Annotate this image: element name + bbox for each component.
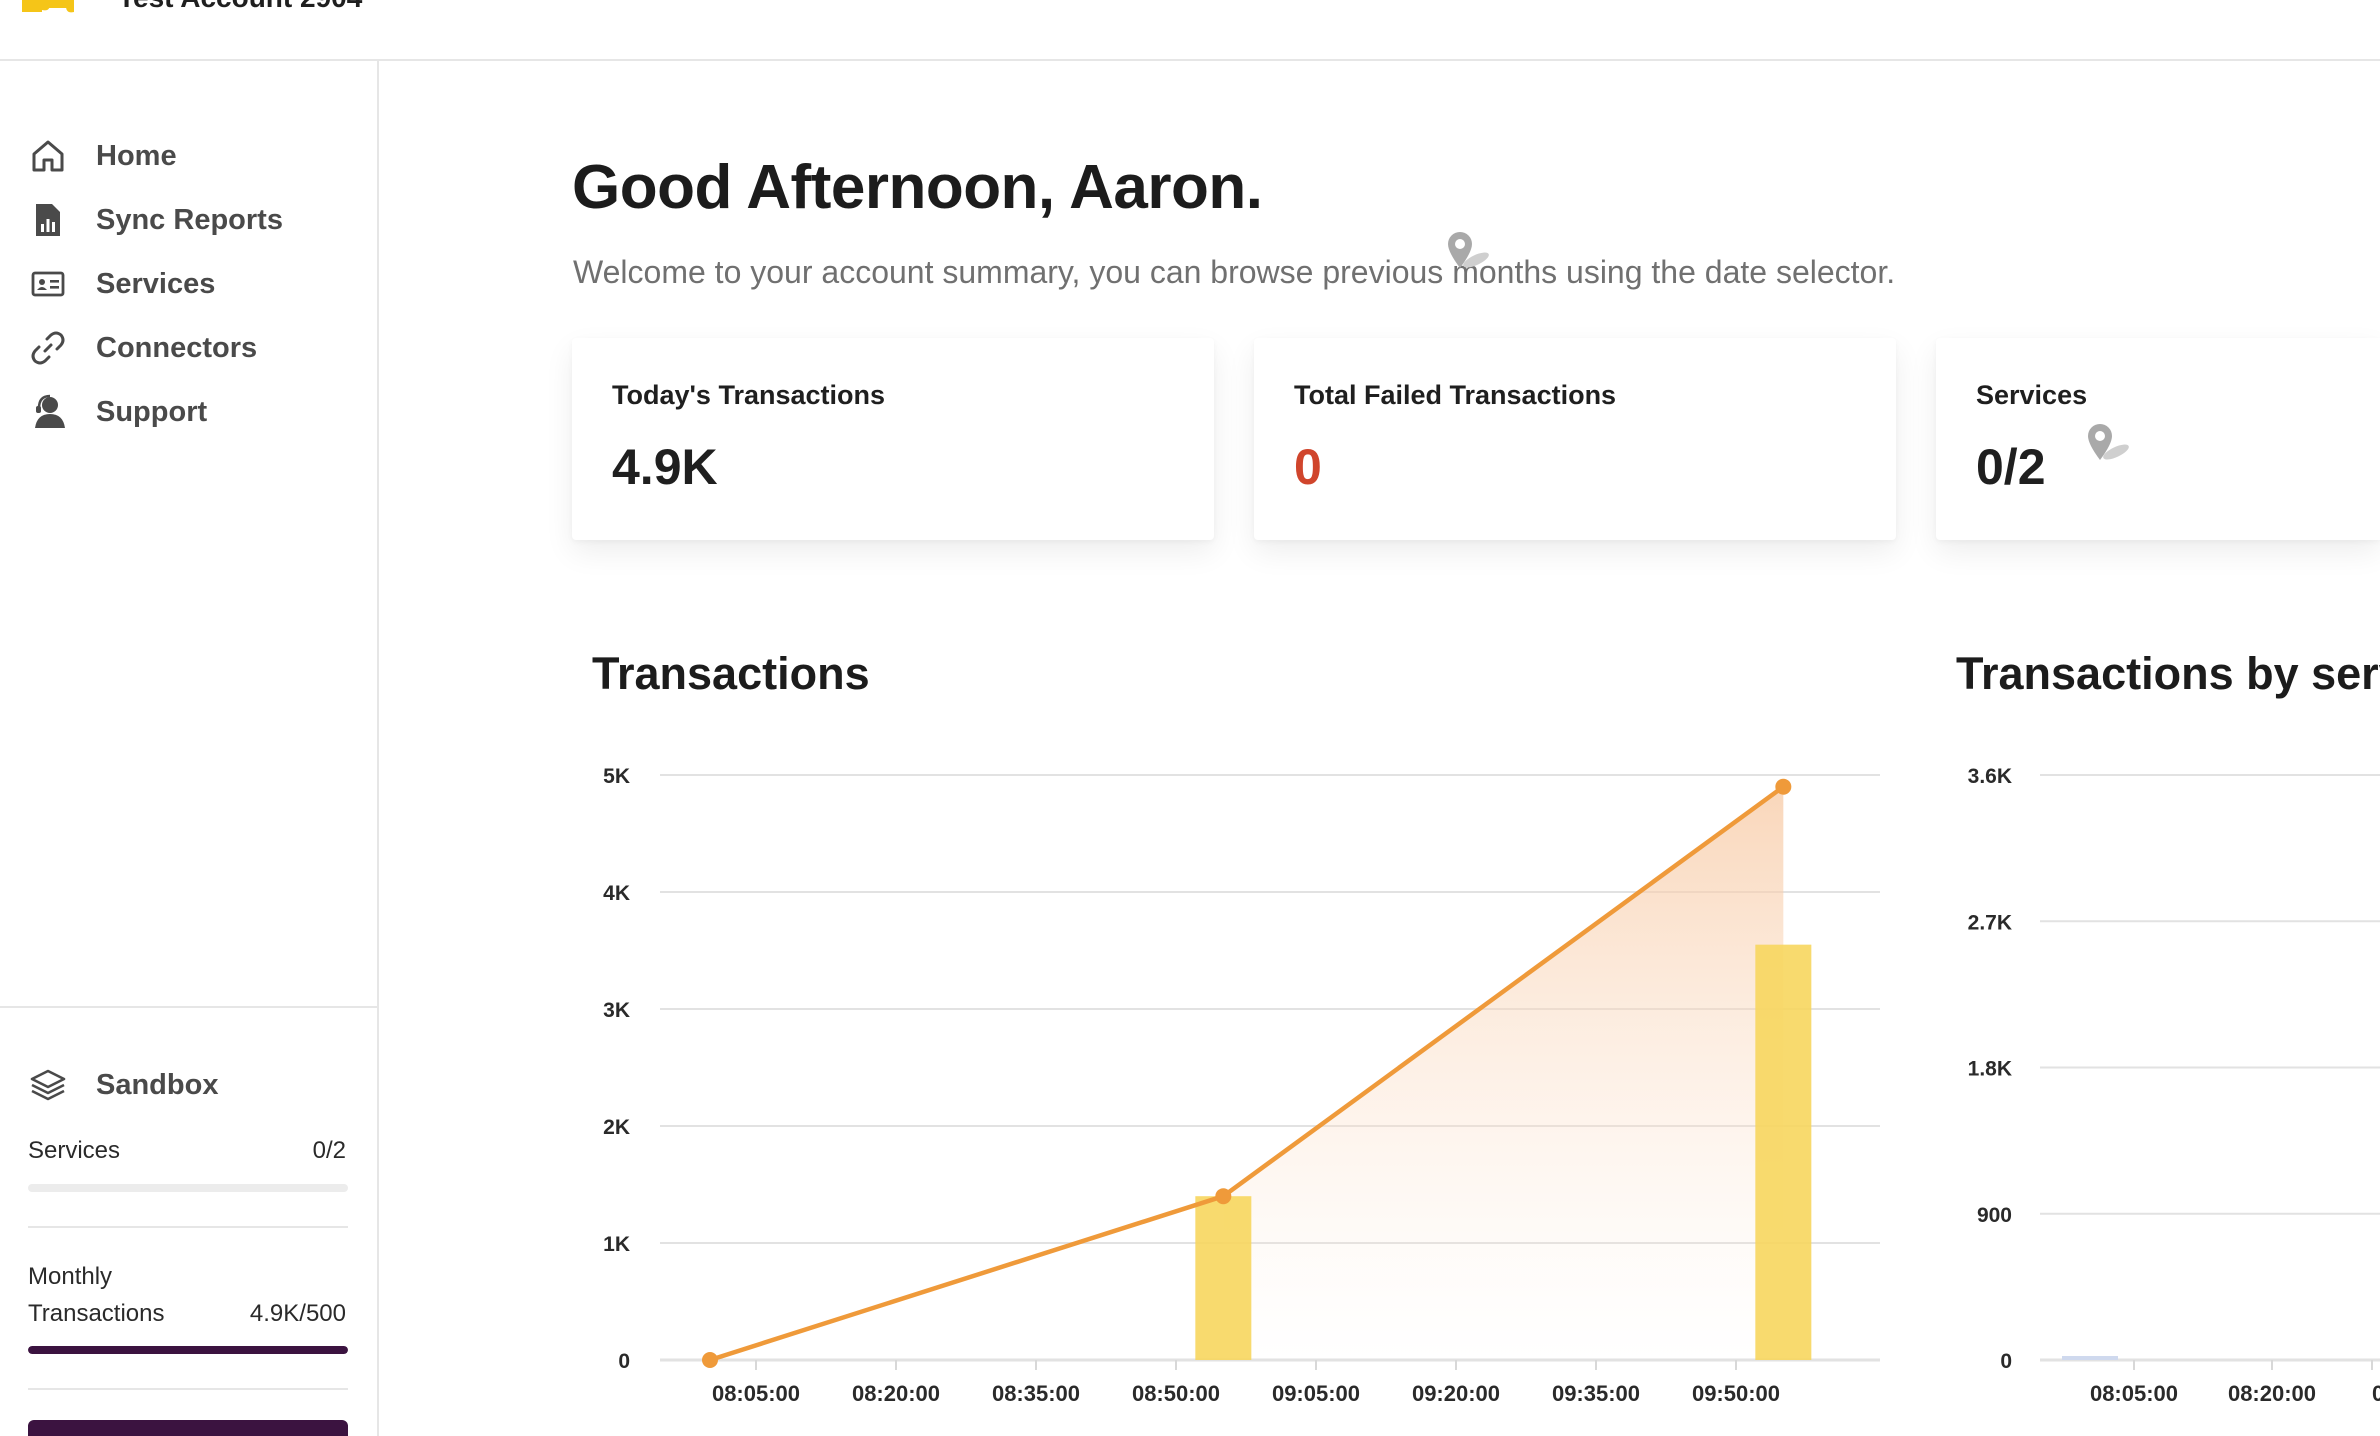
sidebar-item-services[interactable]: Services: [26, 262, 215, 306]
sidebar-divider: [0, 1006, 379, 1008]
sidebar-item-label: Home: [96, 139, 177, 172]
y-tick-label: 4K: [603, 882, 630, 905]
usage-divider: [28, 1226, 348, 1228]
data-point: [1215, 1188, 1232, 1205]
x-tick-label: 09:35:00: [1552, 1381, 1640, 1406]
stat-card-today-transactions[interactable]: Today's Transactions 4.9K: [572, 338, 1214, 540]
layers-icon: [26, 1063, 70, 1107]
monthly-usage-label: Monthly: [28, 1263, 113, 1290]
y-tick-label: 1K: [603, 1233, 630, 1256]
account-name[interactable]: Test Account 2904: [118, 0, 362, 14]
environment-label: Sandbox: [96, 1068, 219, 1101]
sidebar-item-label: Services: [96, 267, 216, 300]
sidebar-item-connectors[interactable]: Connectors: [26, 326, 257, 370]
stat-card-services[interactable]: Services 0/2: [1936, 338, 2380, 540]
service-chart-title: Transactions by serv: [1956, 648, 2380, 699]
x-tick-label: 08:05:00: [712, 1381, 800, 1406]
services-usage-label: Services: [28, 1137, 121, 1164]
link-icon: [26, 326, 70, 370]
y-tick-label: 0: [618, 1350, 630, 1373]
bar: [1195, 1196, 1252, 1360]
monthly-usage-bar: [28, 1346, 348, 1354]
report-icon: [26, 198, 70, 242]
x-tick-label: 08:35:00: [992, 1381, 1080, 1406]
stat-value: 0/2: [1976, 439, 2046, 495]
id-card-icon: [26, 262, 70, 306]
services-usage-value: 0/2: [312, 1137, 346, 1164]
stat-card-failed-transactions[interactable]: Total Failed Transactions 0: [1254, 338, 1896, 540]
sidebar-item-label: Connectors: [96, 331, 258, 364]
stat-value: 0: [1294, 439, 1322, 495]
upgrade-button[interactable]: [28, 1420, 348, 1436]
sidebar-item-label: Support: [96, 395, 208, 428]
data-point: [1775, 778, 1792, 795]
sidebar-item-home[interactable]: Home: [26, 134, 177, 178]
bar: [1755, 944, 1812, 1360]
monthly-usage-fill: [28, 1346, 348, 1354]
sidebar-item-support[interactable]: Support: [26, 390, 207, 434]
page-subtitle: Welcome to your account summary, you can…: [573, 254, 1896, 290]
sidebar-item-sync-reports[interactable]: Sync Reports: [26, 198, 283, 242]
monthly-usage-sublabel: Transactions: [28, 1300, 165, 1327]
y-tick-label: 2K: [603, 1116, 630, 1139]
y-tick-label: 5K: [603, 765, 630, 788]
stat-title: Today's Transactions: [612, 380, 886, 410]
top-bar: Test Account 2904: [0, 0, 2380, 61]
support-person-icon: [26, 390, 70, 434]
x-tick-label: 08:50:00: [1132, 1381, 1220, 1406]
puzzle-logo-icon: [22, 0, 74, 13]
sidebar-item-label: Sync Reports: [96, 203, 283, 236]
map-pin-icon: [2088, 424, 2129, 460]
services-usage-bar: [28, 1184, 348, 1192]
transactions-chart-title: Transactions: [592, 648, 870, 699]
usage-divider: [28, 1388, 348, 1390]
x-tick-label: 08:20:00: [852, 1381, 940, 1406]
y-tick-label: 3K: [603, 999, 630, 1022]
x-tick-label: 09:05:00: [1272, 1381, 1360, 1406]
x-tick-label: 09:50:00: [1692, 1381, 1780, 1406]
monthly-usage-value: 4.9K/500: [249, 1300, 346, 1327]
page-title: Good Afternoon, Aaron.: [572, 153, 1263, 222]
x-tick-label: 09:20:00: [1412, 1381, 1500, 1406]
sidebar: Home Sync Reports Services Connectors Su…: [0, 61, 379, 1436]
stat-title: Services: [1976, 380, 2088, 410]
stat-value: 4.9K: [612, 439, 718, 495]
area-fill: [1223, 786, 1784, 1360]
home-icon: [26, 134, 70, 178]
environment-switcher[interactable]: Sandbox: [26, 1063, 218, 1107]
map-pin-icon: [1448, 232, 1489, 268]
stat-title: Total Failed Transactions: [1294, 380, 1617, 410]
data-point: [702, 1352, 718, 1368]
